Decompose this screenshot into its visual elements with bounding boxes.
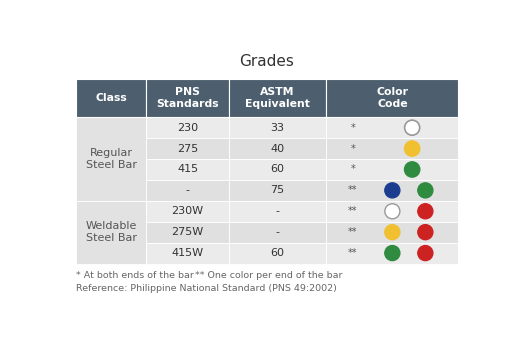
Bar <box>229 243 326 263</box>
Circle shape <box>418 204 433 219</box>
Text: ** One color per end of the bar: ** One color per end of the bar <box>195 271 342 279</box>
Bar <box>146 79 229 117</box>
Text: -: - <box>185 185 190 195</box>
Bar <box>146 222 229 243</box>
Text: -: - <box>276 206 280 216</box>
Text: 230: 230 <box>177 122 198 133</box>
Bar <box>326 180 458 201</box>
Text: *: * <box>350 165 355 174</box>
Circle shape <box>405 120 420 135</box>
Text: 75: 75 <box>270 185 284 195</box>
Bar <box>229 117 326 138</box>
Text: 40: 40 <box>270 144 284 153</box>
Text: **: ** <box>348 227 357 237</box>
Bar <box>146 180 229 201</box>
Bar <box>229 159 326 180</box>
Text: **: ** <box>348 206 357 216</box>
Text: Class: Class <box>95 93 127 103</box>
Circle shape <box>385 246 400 261</box>
Text: Color
Code: Color Code <box>376 87 408 109</box>
Text: * At both ends of the bar: * At both ends of the bar <box>76 271 193 279</box>
Bar <box>326 79 458 117</box>
Circle shape <box>385 183 400 198</box>
Bar <box>326 222 458 243</box>
Bar <box>146 138 229 159</box>
Circle shape <box>385 204 400 219</box>
Text: 60: 60 <box>270 248 284 258</box>
Bar <box>326 201 458 222</box>
Text: **: ** <box>348 185 357 195</box>
Text: Regular
Steel Bar: Regular Steel Bar <box>85 148 137 170</box>
Text: PNS
Standards: PNS Standards <box>156 87 219 109</box>
Text: Weldable
Steel Bar: Weldable Steel Bar <box>85 221 137 243</box>
Bar <box>326 243 458 263</box>
Text: 230W: 230W <box>171 206 204 216</box>
Bar <box>76 117 146 201</box>
Bar <box>229 79 326 117</box>
Bar <box>146 243 229 263</box>
Text: 415W: 415W <box>171 248 204 258</box>
Bar <box>229 222 326 243</box>
Bar <box>326 117 458 138</box>
Bar <box>146 117 229 138</box>
Bar <box>326 159 458 180</box>
Text: *: * <box>350 122 355 133</box>
Circle shape <box>405 141 420 156</box>
Text: -: - <box>276 227 280 237</box>
Circle shape <box>418 183 433 198</box>
Text: 275W: 275W <box>171 227 204 237</box>
Circle shape <box>385 225 400 240</box>
Text: **: ** <box>348 248 357 258</box>
Text: 275: 275 <box>177 144 198 153</box>
Bar <box>76 79 146 117</box>
Text: *: * <box>350 144 355 153</box>
Bar <box>229 180 326 201</box>
Bar <box>146 159 229 180</box>
Bar <box>76 201 146 263</box>
Text: 33: 33 <box>270 122 284 133</box>
Bar <box>229 201 326 222</box>
Bar <box>326 138 458 159</box>
Text: 415: 415 <box>177 165 198 174</box>
Circle shape <box>405 162 420 177</box>
Text: Reference: Philippine National Standard (PNS 49:2002): Reference: Philippine National Standard … <box>76 284 337 293</box>
Text: Grades: Grades <box>240 54 294 69</box>
Bar <box>146 201 229 222</box>
Text: ASTM
Equivalent: ASTM Equivalent <box>245 87 310 109</box>
Circle shape <box>418 225 433 240</box>
Text: 60: 60 <box>270 165 284 174</box>
Circle shape <box>418 246 433 261</box>
Bar <box>229 138 326 159</box>
